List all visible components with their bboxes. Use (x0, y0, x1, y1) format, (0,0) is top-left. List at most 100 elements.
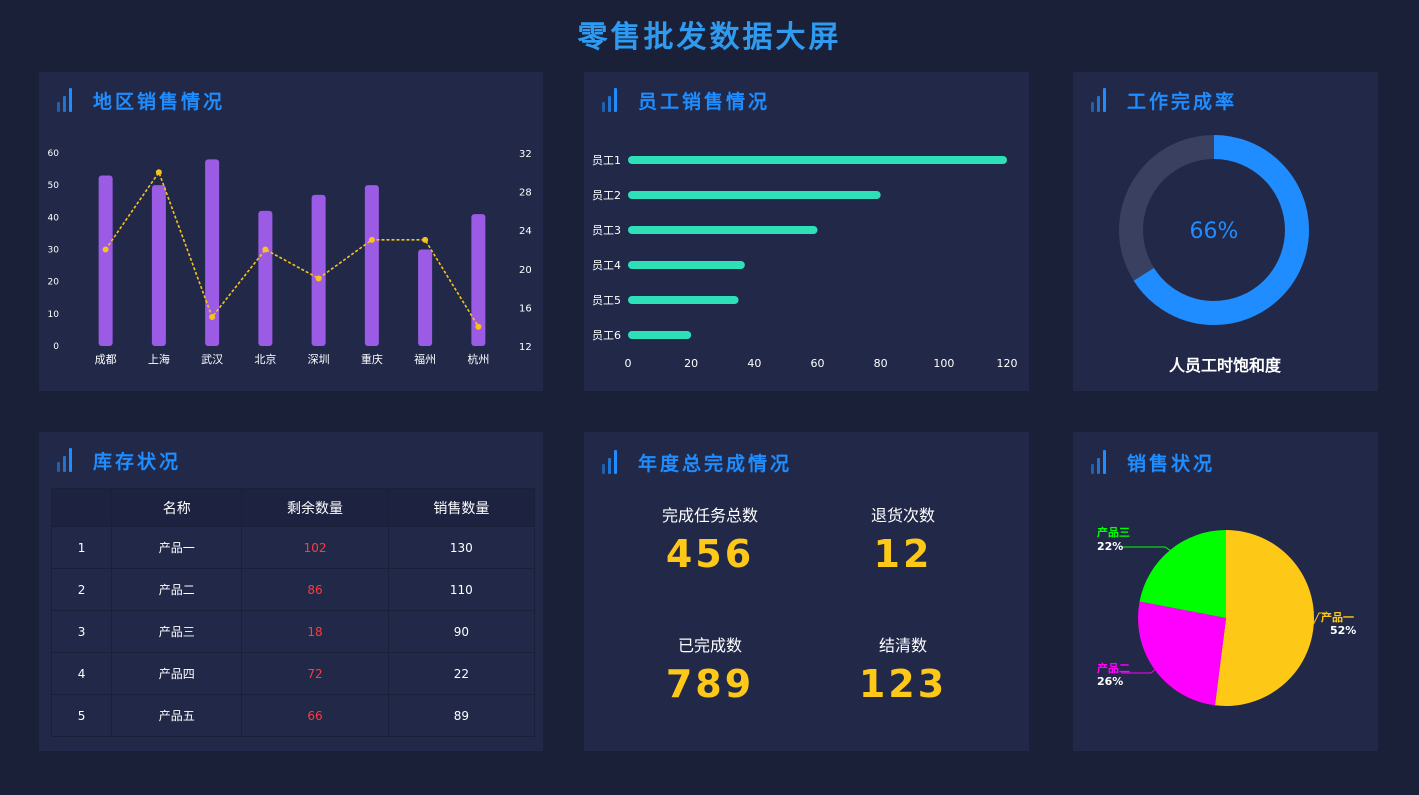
column-header: 名称 (111, 488, 243, 527)
table-row: 3 产品三 18 90 (50, 610, 536, 653)
pie-slice-label: 产品二 (1097, 661, 1130, 675)
table-row: 5 产品五 66 89 (50, 694, 536, 737)
product-name: 产品二 (111, 568, 243, 611)
region-bar (258, 210, 273, 346)
sold-quantity: 89 (387, 694, 536, 737)
sold-quantity: 22 (387, 652, 536, 695)
region-trend-point (262, 246, 269, 253)
staff-bar (628, 226, 818, 234)
column-header (50, 488, 113, 527)
remaining-quantity: 72 (241, 652, 389, 695)
x-tick-label: 120 (997, 357, 1018, 370)
table-header-row: 名称 剩余数量 销售数量 (50, 488, 536, 527)
gauge-caption: 人员工时饱和度 (1169, 356, 1282, 375)
y-tick-label: 员工1 (592, 154, 621, 167)
staff-bar (628, 191, 881, 199)
panel-title: 库存状况 (93, 450, 182, 473)
stat-label: 已完成数 (677, 636, 742, 655)
y-tick-label: 员工6 (592, 329, 621, 342)
sales-status-panel: 销售状况 产品一 52% 产品二 26% 产品三 22% (1073, 432, 1378, 751)
panel-header: 员工销售情况 (602, 86, 770, 114)
region-bar (471, 214, 486, 346)
y-left-tick-label: 10 (48, 310, 60, 320)
y-tick-label: 员工5 (592, 294, 621, 307)
remaining-quantity: 18 (241, 610, 389, 653)
pie-slice-percent: 22% (1097, 540, 1123, 553)
region-trend-point (422, 236, 429, 243)
bar-chart-icon (57, 448, 79, 472)
remaining-quantity: 102 (241, 526, 389, 569)
row-index: 5 (50, 694, 113, 737)
pie-slice-percent: 52% (1330, 624, 1356, 637)
x-tick-label: 40 (747, 357, 761, 370)
x-tick-label: 武汉 (201, 353, 223, 366)
x-tick-label: 60 (811, 357, 825, 370)
pie-slice (1138, 601, 1226, 706)
panel-title: 年度总完成情况 (638, 452, 793, 475)
region-bar (364, 185, 379, 346)
column-header: 剩余数量 (241, 488, 389, 527)
x-tick-label: 福州 (414, 352, 436, 366)
staff-sales-chart: 员工1 员工2 员工3 员工4 员工5 员工6 0 20 40 60 80 100 120 (592, 154, 1018, 370)
sold-quantity: 130 (387, 526, 536, 569)
stat-value: 12 (873, 532, 933, 576)
stat-label: 完成任务总数 (661, 506, 758, 525)
y-left-tick-label: 20 (48, 278, 60, 288)
y-left-tick-label: 40 (48, 213, 60, 223)
panel-title: 销售状况 (1127, 452, 1216, 475)
completion-rate-panel: 工作完成率 66% 人员工时饱和度 (1073, 72, 1378, 391)
gauge-progress-arc (1119, 135, 1309, 325)
stat-label: 退货次数 (870, 506, 935, 525)
remaining-quantity: 86 (241, 568, 389, 611)
pie-label-leader (1313, 612, 1325, 624)
table-row: 4 产品四 72 22 (50, 652, 536, 695)
row-index: 3 (50, 610, 113, 653)
y-tick-label: 员工2 (592, 189, 621, 202)
stat-value: 456 (665, 532, 755, 576)
region-trend-point (209, 314, 216, 321)
y-left-tick-label: 50 (48, 181, 60, 191)
row-index: 2 (50, 568, 113, 611)
pie-slice-label: 产品三 (1097, 525, 1130, 539)
panel-header: 地区销售情况 (57, 86, 225, 114)
sold-quantity: 110 (387, 568, 536, 611)
pie-slice-label: 产品一 (1321, 610, 1354, 624)
pie-slice-percent: 26% (1097, 675, 1123, 688)
product-name: 产品三 (111, 610, 243, 653)
inventory-panel: 库存状况 名称 剩余数量 销售数量 1 产品一 102 130 2 产品二 (39, 432, 543, 751)
region-sales-chart: 0 10 20 30 40 50 60 12 16 20 24 28 32 成都 上海 武汉 北京 深圳 重庆 福州 杭… (48, 149, 532, 366)
table-row: 1 产品一 102 130 (50, 526, 536, 569)
stat-settled: 结清数 123 (803, 632, 1003, 706)
region-bar (418, 249, 433, 346)
panel-header: 销售状况 (1091, 448, 1215, 476)
row-index: 1 (50, 526, 113, 569)
y-right-tick-label: 24 (519, 226, 532, 237)
staff-sales-panel: 员工销售情况 员工1 员工2 员工3 员工4 员工5 员工6 0 20 40 60 80 100 120 (584, 72, 1029, 391)
product-name: 产品五 (111, 694, 243, 737)
gauge-value-label: 66% (1190, 219, 1239, 244)
panel-title: 员工销售情况 (638, 90, 771, 113)
staff-bar (628, 261, 745, 269)
y-right-tick-label: 12 (519, 342, 532, 353)
page-title: 零售批发数据大屏 (577, 20, 842, 55)
completion-gauge: 66% 人员工时饱和度 (1119, 135, 1309, 375)
bar-chart-icon (1091, 88, 1113, 112)
x-tick-label: 100 (933, 357, 954, 370)
staff-bar (628, 156, 1007, 164)
region-trend-point (315, 275, 322, 282)
y-right-tick-label: 20 (519, 265, 532, 276)
y-tick-label: 员工3 (592, 224, 621, 237)
table-row: 2 产品二 86 110 (50, 568, 536, 611)
region-trend-point (475, 323, 482, 330)
pie-label-leader (1121, 546, 1171, 551)
x-tick-label: 杭州 (467, 352, 489, 366)
inventory-table: 名称 剩余数量 销售数量 1 产品一 102 130 2 产品二 86 110 … (50, 488, 536, 737)
panel-header: 年度总完成情况 (602, 448, 792, 476)
stat-value: 123 (858, 662, 948, 706)
region-trend-point (155, 169, 162, 176)
region-bar (205, 159, 220, 346)
y-left-tick-label: 30 (48, 246, 60, 256)
region-bar (98, 175, 113, 346)
column-header: 销售数量 (387, 488, 536, 527)
